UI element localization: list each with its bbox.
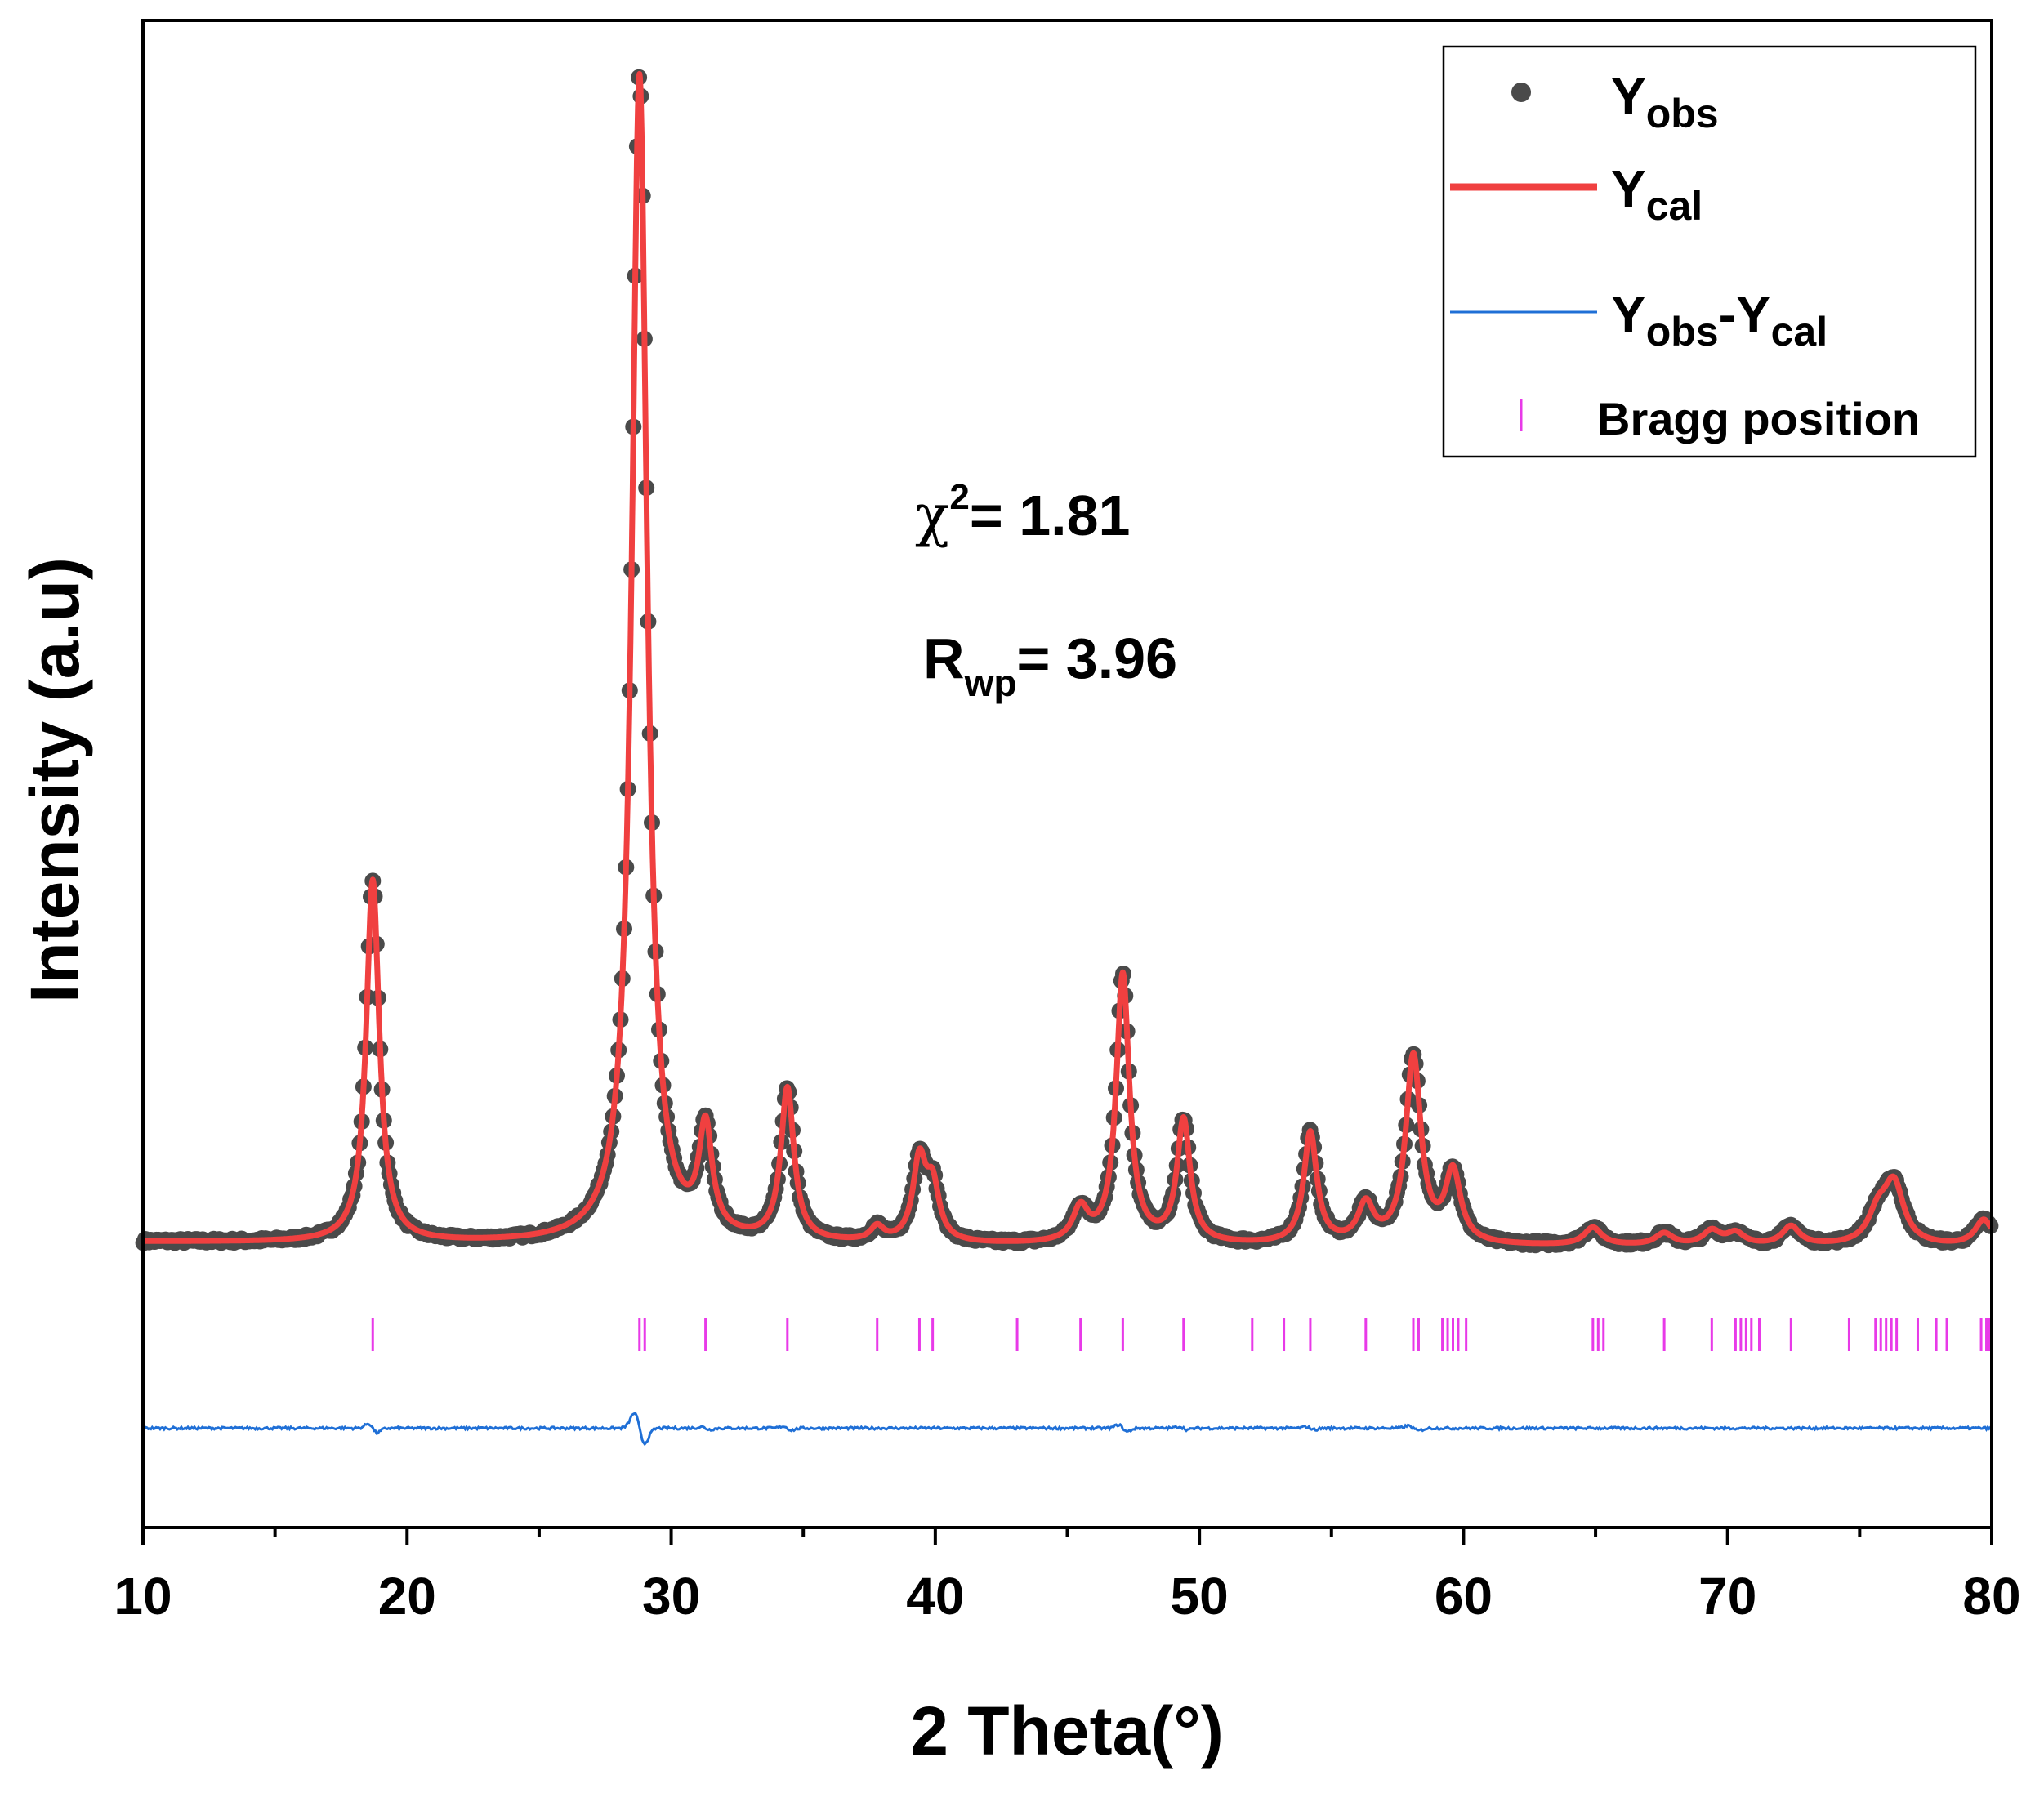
- legend-yobs-sub: obs: [1646, 91, 1719, 136]
- series-bragg: [371, 1318, 1991, 1352]
- x-tick-label: 60: [1435, 1567, 1493, 1626]
- legend-diff-main: Y: [1611, 285, 1646, 344]
- legend: Yobs Ycal Yobs-Ycal Bragg position: [1442, 45, 1977, 458]
- chi-symbol: χ: [915, 482, 949, 549]
- legend-diff-label: Yobs-Ycal: [1611, 285, 1828, 355]
- x-tick-label: 70: [1698, 1567, 1756, 1626]
- ycal-line: [141, 70, 1994, 1247]
- x-tick-label: 80: [1962, 1567, 2020, 1626]
- x-tick-label: 40: [906, 1567, 964, 1626]
- plot-area: [135, 69, 1999, 1447]
- rwp-symbol: R: [923, 627, 965, 690]
- chi-value: = 1.81: [970, 484, 1131, 547]
- x-tick-label: 50: [1171, 1567, 1229, 1626]
- legend-ycal-sub: cal: [1646, 183, 1703, 229]
- chi-superscript: 2: [949, 477, 969, 517]
- legend-bragg-label: Bragg position: [1597, 393, 1920, 444]
- y-axis-title: Intensity (a.u): [16, 557, 93, 1003]
- legend-ycal-main: Y: [1611, 159, 1646, 218]
- legend-box: [1442, 45, 1977, 458]
- x-axis-title: 2 Theta(°): [910, 1693, 1224, 1769]
- x-axis: 10 20 30 40 50 60 70 80: [114, 1528, 2021, 1626]
- x-tick-label: 30: [642, 1567, 700, 1626]
- legend-ycal-label: Ycal: [1611, 159, 1703, 229]
- legend-yobs-marker: [1511, 83, 1531, 102]
- rwp-subscript: wp: [964, 662, 1017, 704]
- rwp-annotation: Rwp= 3.96: [923, 627, 1177, 704]
- legend-diff-sep: -: [1719, 285, 1736, 344]
- legend-diff-tail-main: Y: [1736, 285, 1771, 344]
- legend-diff-tail-sub: cal: [1771, 309, 1828, 355]
- legend-yobs-main: Y: [1611, 67, 1646, 126]
- rwp-value: = 3.96: [1016, 627, 1177, 690]
- chi-square-annotation: χ2= 1.81: [915, 477, 1130, 549]
- legend-yobs-label: Yobs: [1611, 67, 1719, 136]
- difference-line: [142, 1412, 1993, 1447]
- legend-diff-sub: obs: [1646, 309, 1719, 355]
- x-tick-label: 20: [378, 1567, 436, 1626]
- x-tick-label: 10: [114, 1567, 172, 1626]
